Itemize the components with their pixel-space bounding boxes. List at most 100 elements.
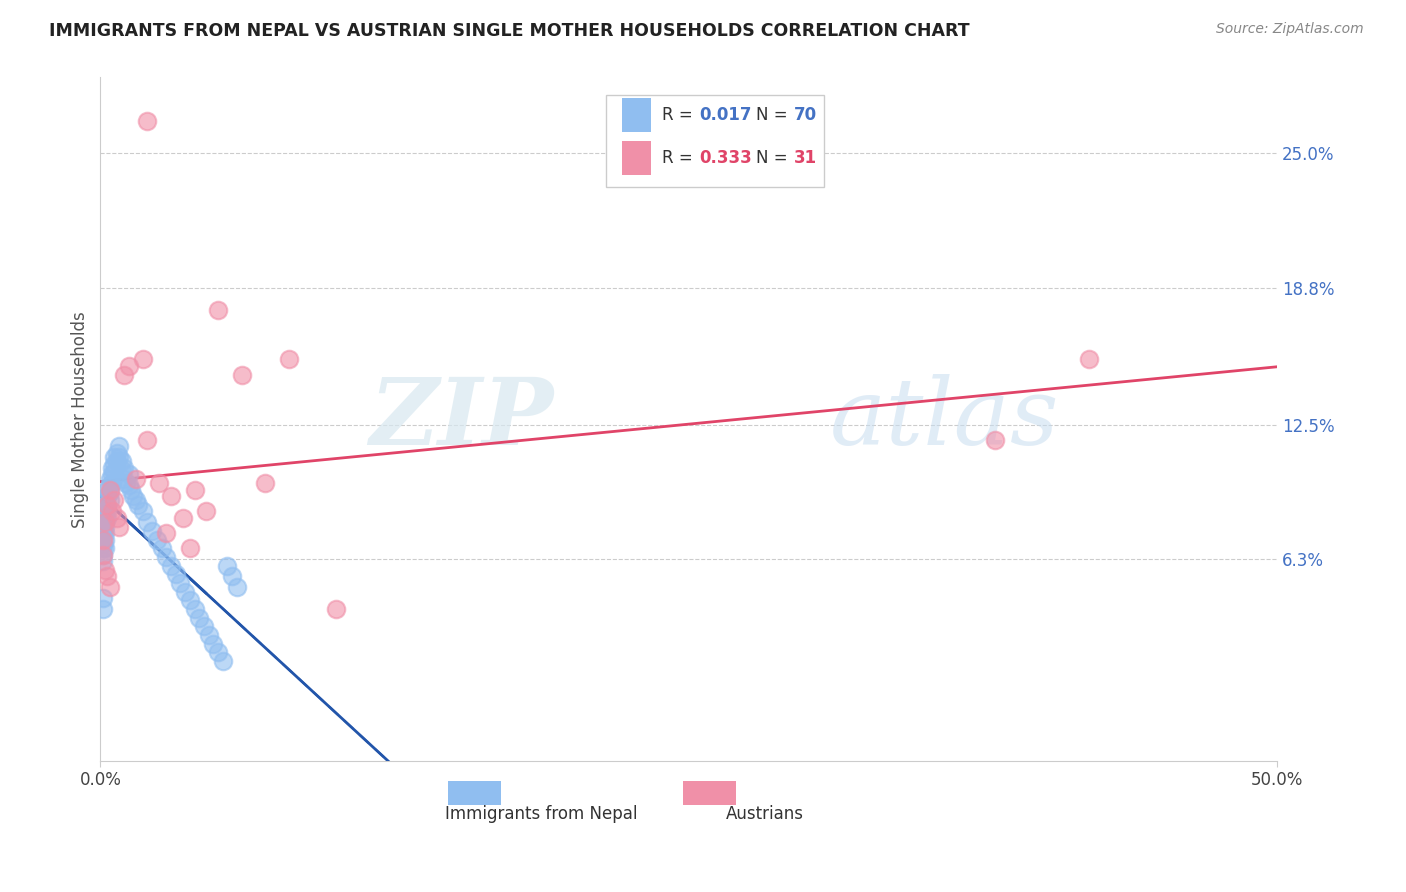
Point [148,476,170,491]
Point [101,461,124,475]
Point [103,465,125,479]
Point [221,569,243,583]
Point [112,472,135,486]
Point [172,511,194,525]
Point [136,113,159,128]
Point [96,498,118,512]
Y-axis label: Single Mother Households: Single Mother Households [72,310,89,527]
Text: 0.333: 0.333 [699,149,752,167]
Point [103,457,125,471]
Point [101,504,124,518]
Point [277,352,299,367]
Point [96,489,118,503]
Point [96,511,118,525]
Point [202,637,225,651]
Point [225,580,247,594]
Point [91,548,114,562]
Point [91,511,114,525]
Point [94,515,117,529]
Point [91,528,114,542]
Point [108,439,131,453]
Point [96,504,118,518]
Point [112,461,135,475]
FancyBboxPatch shape [621,98,651,132]
Point [94,493,117,508]
Point [94,563,117,577]
Point [94,515,117,529]
Point [122,489,145,503]
Point [183,483,205,497]
Point [105,454,128,468]
Text: Austrians: Austrians [727,805,804,823]
Point [155,526,177,541]
Text: N =: N = [756,149,793,167]
Point [141,524,163,538]
Point [124,493,146,508]
Point [105,511,128,525]
Point [94,533,117,547]
Point [127,498,149,512]
Text: 0.017: 0.017 [699,106,752,124]
Point [91,533,114,547]
Point [96,569,118,583]
Point [136,515,159,529]
Text: ZIP: ZIP [370,374,554,464]
FancyBboxPatch shape [447,781,501,805]
Point [217,558,239,573]
Point [91,533,114,547]
Point [132,352,155,367]
Point [94,519,117,533]
Point [195,504,218,518]
Point [169,576,191,591]
Point [91,541,114,556]
Point [117,467,139,482]
Point [197,628,219,642]
Point [96,483,118,497]
Point [254,476,277,491]
Point [101,476,124,491]
Point [174,584,197,599]
Point [91,602,114,616]
Point [207,645,229,659]
Point [91,548,114,562]
Point [231,368,253,382]
Point [183,602,205,616]
Point [112,368,135,382]
Point [179,541,201,556]
Point [110,463,132,477]
Point [94,526,117,541]
Text: R =: R = [662,106,697,124]
Point [325,602,347,616]
Point [105,446,128,460]
Point [94,502,117,516]
Point [155,549,177,564]
Point [160,558,183,573]
Point [98,478,121,492]
Text: 31: 31 [793,149,817,167]
Point [98,483,121,497]
Point [108,450,131,464]
FancyBboxPatch shape [683,781,735,805]
Point [98,472,121,486]
Text: R =: R = [662,149,697,167]
Point [98,493,121,508]
Point [94,541,117,556]
Point [98,580,121,594]
FancyBboxPatch shape [606,95,824,186]
Text: IMMIGRANTS FROM NEPAL VS AUSTRIAN SINGLE MOTHER HOUSEHOLDS CORRELATION CHART: IMMIGRANTS FROM NEPAL VS AUSTRIAN SINGLE… [49,22,970,40]
Point [160,489,183,503]
Point [179,593,201,607]
Point [91,554,114,568]
Point [117,478,139,492]
Point [146,533,169,547]
Point [117,359,139,373]
Point [207,302,229,317]
Point [91,519,114,533]
Point [108,519,131,533]
Point [115,476,138,491]
Point [98,484,121,499]
Point [91,591,114,606]
Point [150,541,173,556]
Point [124,472,146,486]
Point [101,467,124,482]
